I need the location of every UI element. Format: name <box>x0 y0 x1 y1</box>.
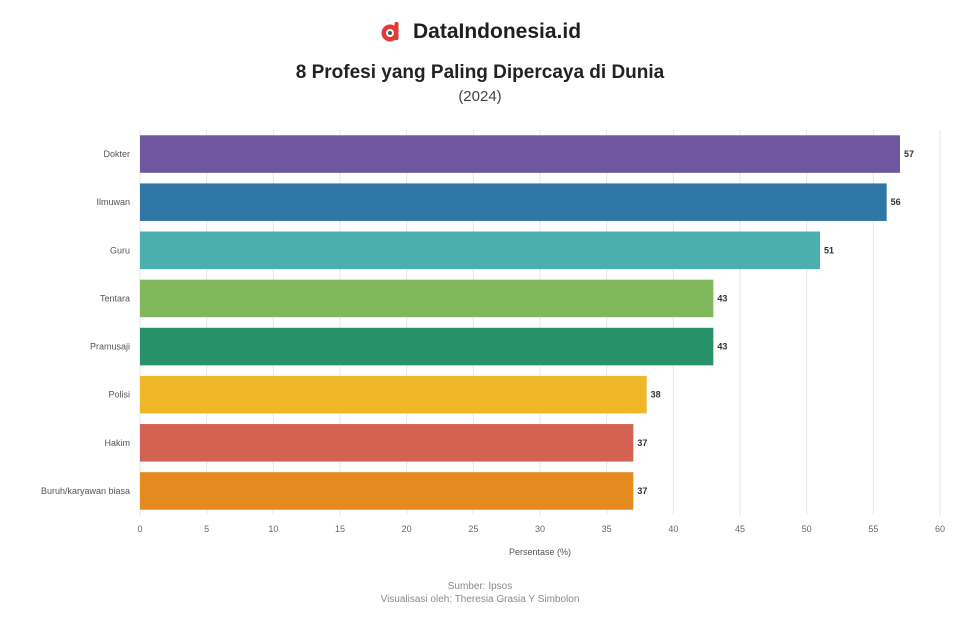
x-tick-label: 25 <box>468 524 478 534</box>
dataindonesia-logo-icon <box>381 22 399 42</box>
bar <box>140 231 820 270</box>
brand-name: DataIndonesia.id <box>412 20 582 43</box>
chart-subtitle: (2024) <box>458 88 502 105</box>
category-label: Guru <box>110 245 130 255</box>
x-tick-label: 20 <box>402 524 412 534</box>
value-label: 43 <box>717 342 727 352</box>
value-label: 37 <box>637 438 647 448</box>
x-tick-label: 15 <box>335 524 345 534</box>
category-label: Pramusaji <box>90 342 130 352</box>
value-label: 57 <box>904 149 914 159</box>
chart-title: 8 Profesi yang Paling Dipercaya di Dunia <box>295 62 665 83</box>
brand-header: DataIndonesia.id <box>0 20 960 44</box>
source-text: Sumber: Ipsos <box>447 581 513 592</box>
value-label: 56 <box>891 197 901 207</box>
bar <box>140 135 900 173</box>
x-tick-label: 0 <box>137 524 142 534</box>
category-label: Buruh/karyawan biasa <box>41 486 130 496</box>
bar <box>140 375 647 414</box>
bar <box>140 183 887 221</box>
bar <box>140 472 634 510</box>
chart-source: Sumber: Ipsos Visualisasi oleh: Theresia… <box>0 580 960 606</box>
value-label: 37 <box>637 486 647 496</box>
category-label: Ilmuwan <box>96 197 130 207</box>
bar <box>140 424 634 462</box>
x-tick-label: 40 <box>668 524 678 534</box>
category-label: Tentara <box>100 293 130 303</box>
category-label: Dokter <box>103 149 130 159</box>
x-tick-label: 50 <box>802 524 812 534</box>
category-label: Polisi <box>108 390 130 400</box>
x-axis-title: Persentase (%) <box>509 547 571 557</box>
category-label: Hakim <box>104 438 130 448</box>
value-label: 43 <box>717 293 727 303</box>
value-label: 38 <box>651 390 661 400</box>
visualized-by-text: Visualisasi oleh: Theresia Grasia Y Simb… <box>380 594 580 605</box>
x-tick-label: 35 <box>602 524 612 534</box>
value-label: 51 <box>824 245 834 255</box>
bar <box>140 327 714 366</box>
x-tick-label: 55 <box>868 524 878 534</box>
x-tick-label: 30 <box>535 524 545 534</box>
bar <box>140 279 714 318</box>
x-tick-label: 60 <box>935 524 945 534</box>
x-tick-label: 10 <box>268 524 278 534</box>
x-tick-label: 45 <box>735 524 745 534</box>
x-tick-label: 5 <box>204 524 209 534</box>
